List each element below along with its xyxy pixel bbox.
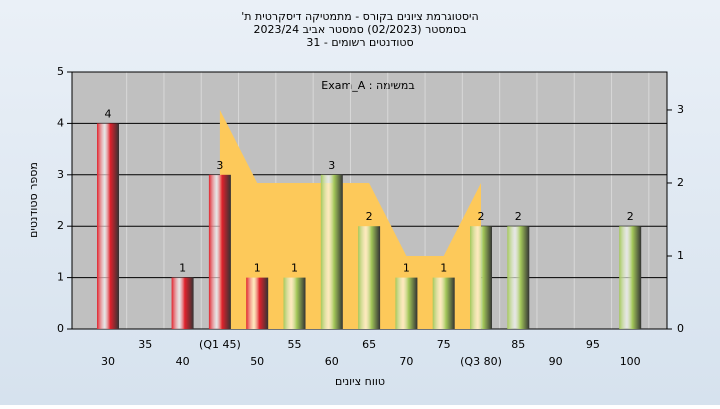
x-tick-label: (Q1 45): [199, 338, 241, 351]
titles: היסטוגרמת ציונים בקורס - מתמטיקה דיסקרטי…: [241, 10, 478, 49]
data-label: 4: [105, 107, 112, 120]
bar: [246, 277, 269, 329]
y-tick-label: 4: [57, 116, 64, 129]
data-label: 3: [328, 159, 335, 172]
data-label: 1: [403, 262, 410, 275]
bar: [208, 174, 231, 329]
bar: [432, 277, 455, 329]
bar: [171, 277, 194, 329]
y2-tick-label: 2: [677, 176, 684, 189]
data-label: 2: [627, 210, 634, 223]
chart-title: בסמסטר (02/2023) סמסטר אביב 2023/24: [253, 23, 466, 36]
x-tick-label: 40: [176, 355, 190, 368]
x-tick-label: 70: [399, 355, 413, 368]
x-tick-label: 90: [549, 355, 563, 368]
bar: [507, 226, 530, 329]
bar: [283, 277, 306, 329]
bar: [358, 226, 381, 329]
y-tick-label: 5: [57, 65, 64, 78]
x-tick-label: 35: [138, 338, 152, 351]
data-label: 1: [254, 262, 261, 275]
x-tick-label: 95: [586, 338, 600, 351]
x-axis-label: טווח ציונים: [335, 375, 385, 388]
bar: [470, 226, 492, 329]
data-label: 1: [291, 262, 298, 275]
annotation: במשימה : Exam_A: [321, 79, 414, 92]
x-tick-label: 60: [325, 355, 339, 368]
y-tick-label: 2: [57, 219, 64, 232]
x-tick-label: 65: [362, 338, 376, 351]
bar: [395, 277, 418, 329]
y-tick-label: 0: [57, 322, 64, 335]
bar: [320, 174, 343, 329]
data-label: 2: [366, 210, 373, 223]
bar: [619, 226, 642, 329]
x-tick-label: 75: [437, 338, 451, 351]
x-tick-label: 30: [101, 355, 115, 368]
y2-tick-label: 1: [677, 249, 684, 262]
data-label: 1: [440, 262, 447, 275]
data-label: 1: [179, 262, 186, 275]
bar: [97, 123, 119, 330]
x-tick-label: (Q3 80): [460, 355, 502, 368]
data-label: 2: [515, 210, 522, 223]
y-tick-label: 3: [57, 168, 64, 181]
y-axis-label: מספר סטודנטים: [27, 162, 40, 238]
x-tick-label: 100: [620, 355, 641, 368]
chart-title: סטודנטים רשומים - 31: [306, 36, 413, 49]
data-label: 3: [216, 159, 223, 172]
chart-title: היסטוגרמת ציונים בקורס - מתמטיקה דיסקרטי…: [241, 10, 478, 23]
x-tick-label: 50: [250, 355, 264, 368]
y-tick-label: 1: [57, 271, 64, 284]
x-tick-label: 55: [288, 338, 302, 351]
y2-tick-label: 0: [677, 322, 684, 335]
y2-tick-label: 3: [677, 103, 684, 116]
data-label: 2: [478, 210, 485, 223]
x-tick-label: 85: [511, 338, 525, 351]
area: [219, 109, 481, 329]
